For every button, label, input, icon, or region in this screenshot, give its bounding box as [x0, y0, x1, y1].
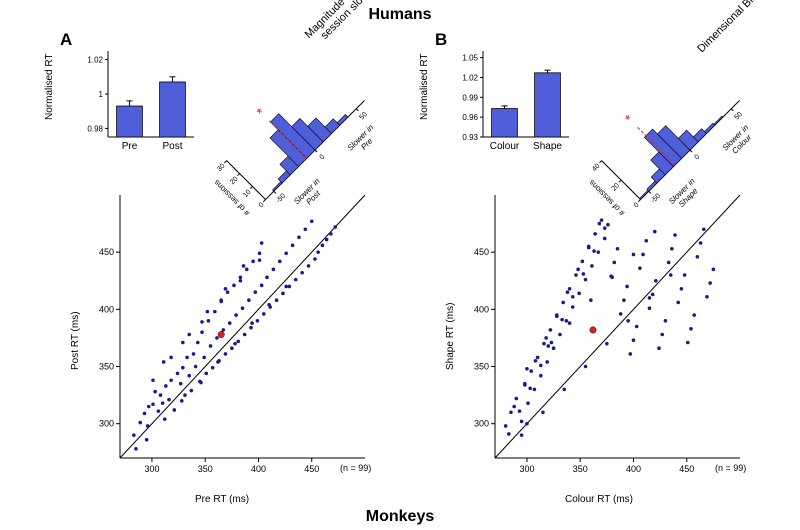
svg-text:Pre: Pre — [122, 141, 138, 152]
bar-chart-b: 0.93 0.96 0.99 1.02 1.05 Colour Shape — [455, 45, 575, 155]
svg-text:40: 40 — [591, 163, 602, 174]
svg-text:0.93: 0.93 — [462, 133, 478, 142]
svg-text:300: 300 — [519, 464, 534, 474]
scatter-a-ylabel: Post RT (ms) — [70, 311, 81, 370]
svg-text:450: 450 — [304, 464, 319, 474]
svg-text:Slower inColour: Slower inColour — [721, 123, 757, 159]
svg-text:0: 0 — [694, 154, 702, 162]
svg-text:50: 50 — [358, 111, 369, 122]
scatter-b-ylabel: Shape RT (ms) — [445, 303, 456, 370]
svg-text:*: * — [253, 104, 269, 120]
svg-text:350: 350 — [99, 362, 114, 372]
svg-text:450: 450 — [679, 464, 694, 474]
scatter-b-n: (n = 99) — [715, 463, 746, 473]
scatter-b-xlabel: Colour RT (ms) — [565, 494, 633, 505]
svg-text:400: 400 — [626, 464, 641, 474]
svg-text:Shape: Shape — [533, 141, 562, 152]
svg-text:450: 450 — [474, 247, 489, 257]
scatter-a-n: (n = 99) — [340, 463, 371, 473]
svg-text:400: 400 — [474, 304, 489, 314]
svg-text:*: * — [622, 111, 638, 127]
svg-text:Slower inPre: Slower inPre — [346, 123, 382, 159]
svg-text:1: 1 — [99, 90, 104, 99]
svg-text:1.05: 1.05 — [462, 54, 478, 63]
bar-b-ylabel: Normalised RT — [419, 54, 430, 121]
svg-text:300: 300 — [474, 419, 489, 429]
scatter-a-xlabel: Pre RT (ms) — [195, 494, 249, 505]
svg-text:50: 50 — [733, 111, 744, 122]
svg-text:0: 0 — [319, 154, 327, 162]
scatter-a: 300 300 350 350 400 400 450 450 — [85, 180, 375, 490]
title-monkeys: Monkeys — [0, 508, 800, 526]
title-humans: Humans — [0, 6, 800, 24]
svg-text:1.02: 1.02 — [462, 73, 478, 82]
svg-text:350: 350 — [198, 464, 213, 474]
svg-text:1.02: 1.02 — [87, 56, 103, 65]
svg-text:Colour: Colour — [490, 141, 520, 152]
panel-a-label: A — [60, 30, 72, 50]
svg-text:0.99: 0.99 — [462, 93, 478, 102]
svg-text:Post: Post — [162, 141, 182, 152]
svg-text:300: 300 — [144, 464, 159, 474]
svg-text:400: 400 — [99, 304, 114, 314]
scatter-b: 300 300 350 350 400 400 450 450 — [460, 180, 750, 490]
svg-text:400: 400 — [251, 464, 266, 474]
bar-chart-a: 0.98 1 1.02 Pre Post — [80, 45, 200, 155]
svg-text:300: 300 — [99, 419, 114, 429]
svg-text:0.98: 0.98 — [87, 124, 103, 133]
svg-text:0.96: 0.96 — [462, 113, 478, 122]
svg-text:450: 450 — [99, 247, 114, 257]
svg-text:30: 30 — [216, 163, 227, 174]
svg-text:350: 350 — [474, 362, 489, 372]
bar-a-ylabel: Normalised RT — [44, 54, 55, 121]
panel-b-label: B — [435, 30, 447, 50]
svg-text:350: 350 — [573, 464, 588, 474]
